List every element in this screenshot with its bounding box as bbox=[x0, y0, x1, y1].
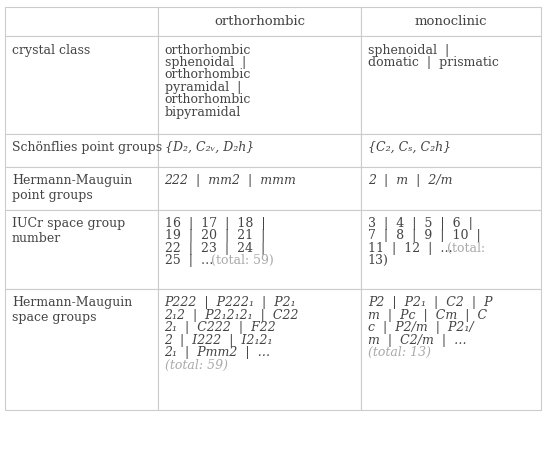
Text: IUCr space group
number: IUCr space group number bbox=[12, 217, 125, 245]
Text: 2₁  |  C222  |  F22: 2₁ | C222 | F22 bbox=[164, 321, 276, 334]
Text: domatic  |  prismatic: domatic | prismatic bbox=[368, 56, 498, 69]
Text: 7  |  8  |  9  |  10  |: 7 | 8 | 9 | 10 | bbox=[368, 229, 480, 242]
Text: sphenoidal  |: sphenoidal | bbox=[164, 56, 246, 69]
Text: (total: 59): (total: 59) bbox=[164, 359, 228, 371]
Bar bbox=[5, 167, 158, 210]
Bar bbox=[158, 210, 361, 289]
Text: Schönflies point groups: Schönflies point groups bbox=[12, 141, 162, 154]
Text: 2₁  |  Pmm2  |  …: 2₁ | Pmm2 | … bbox=[164, 346, 271, 359]
Text: (total: 59): (total: 59) bbox=[211, 254, 274, 267]
Bar bbox=[158, 7, 361, 36]
Text: orthorhombic: orthorhombic bbox=[164, 93, 251, 106]
Bar bbox=[361, 36, 541, 134]
Bar bbox=[361, 289, 541, 410]
Text: 19  |  20  |  21  |: 19 | 20 | 21 | bbox=[164, 229, 265, 242]
Text: 11  |  12  |  …: 11 | 12 | … bbox=[368, 242, 461, 255]
Bar bbox=[5, 289, 158, 410]
Text: {C₂, Cₛ, C₂h}: {C₂, Cₛ, C₂h} bbox=[368, 141, 451, 154]
Bar bbox=[5, 134, 158, 167]
Text: pyramidal  |: pyramidal | bbox=[164, 81, 241, 94]
Text: orthorhombic: orthorhombic bbox=[214, 15, 305, 28]
Text: orthorhombic: orthorhombic bbox=[164, 69, 251, 81]
Text: 16  |  17  |  18  |: 16 | 17 | 18 | bbox=[164, 217, 265, 230]
Text: (total:: (total: bbox=[447, 242, 485, 255]
Text: P222  |  P222₁  |  P2₁: P222 | P222₁ | P2₁ bbox=[164, 296, 296, 310]
Text: bipyramidal: bipyramidal bbox=[164, 106, 241, 118]
Text: Hermann-Mauguin
space groups: Hermann-Mauguin space groups bbox=[12, 296, 132, 325]
Text: monoclinic: monoclinic bbox=[414, 15, 487, 28]
Bar bbox=[158, 289, 361, 410]
Text: orthorhombic: orthorhombic bbox=[164, 44, 251, 57]
Bar bbox=[5, 7, 158, 36]
Text: (total: 13): (total: 13) bbox=[368, 346, 431, 359]
Bar bbox=[158, 167, 361, 210]
Text: 2  |  I222  |  I2₁2₁: 2 | I222 | I2₁2₁ bbox=[164, 334, 273, 347]
Text: m  |  Pc  |  Cm  |  C: m | Pc | Cm | C bbox=[368, 309, 487, 322]
Text: 3  |  4  |  5  |  6  |: 3 | 4 | 5 | 6 | bbox=[368, 217, 473, 230]
Bar bbox=[5, 36, 158, 134]
Bar bbox=[361, 210, 541, 289]
Bar bbox=[158, 134, 361, 167]
Text: Hermann-Mauguin
point groups: Hermann-Mauguin point groups bbox=[12, 174, 132, 202]
Text: sphenoidal  |: sphenoidal | bbox=[368, 44, 449, 57]
Text: 22  |  23  |  24  |: 22 | 23 | 24 | bbox=[164, 242, 265, 255]
Text: 25  |  …: 25 | … bbox=[164, 254, 221, 267]
Text: P2  |  P2₁  |  C2  |  P: P2 | P2₁ | C2 | P bbox=[368, 296, 492, 310]
Text: 222  |  mm2  |  mmm: 222 | mm2 | mmm bbox=[164, 174, 296, 187]
Bar bbox=[5, 210, 158, 289]
Bar bbox=[361, 167, 541, 210]
Text: 13): 13) bbox=[368, 254, 389, 267]
Text: 2₁2  |  P2₁2₁2₁  |  C22: 2₁2 | P2₁2₁2₁ | C22 bbox=[164, 309, 299, 322]
Text: crystal class: crystal class bbox=[12, 44, 90, 57]
Text: c  |  P2/m  |  P2₁/: c | P2/m | P2₁/ bbox=[368, 321, 473, 334]
Text: m  |  C2/m  |  …: m | C2/m | … bbox=[368, 334, 466, 347]
Bar bbox=[361, 7, 541, 36]
Text: {D₂, C₂ᵥ, D₂h}: {D₂, C₂ᵥ, D₂h} bbox=[164, 141, 254, 154]
Bar bbox=[361, 134, 541, 167]
Bar bbox=[158, 36, 361, 134]
Text: 2  |  m  |  2/m: 2 | m | 2/m bbox=[368, 174, 452, 187]
